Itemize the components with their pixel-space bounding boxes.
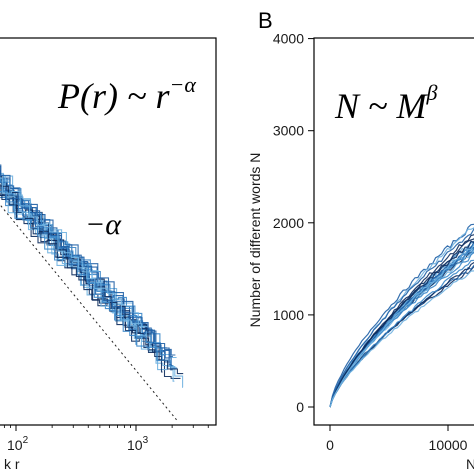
panel-a-formula-lhs: P(r) ~ r (57, 76, 170, 116)
panel-b-y-tick-label: 4000 (273, 31, 304, 47)
panel-a-series-line (0, 193, 181, 379)
panel-a-x-tick-label: 103 (127, 435, 149, 453)
reference-line (0, 203, 178, 421)
panel-a-series-line (0, 178, 167, 349)
panel-b-y-tick-label: 2000 (273, 215, 304, 231)
panel-b: B N ~ Mβ 0 1000 2000 3000 4000 0 10000 Number… (247, 8, 474, 472)
panel-a-x-axis-title: k r (4, 456, 20, 472)
panel-a-formula: P(r) ~ r−α (57, 72, 196, 116)
slope-annotation: −α (85, 208, 122, 241)
panel-b-series-line (329, 249, 474, 408)
panel-b-series-line (329, 240, 474, 408)
panel-b-x-axis-title: N (466, 456, 474, 472)
panel-b-series-group (329, 223, 474, 408)
panel-b-series-line (329, 265, 474, 408)
panel-b-series-line (329, 233, 474, 408)
panel-b-series-line (329, 251, 474, 408)
panel-b-series-line (329, 223, 474, 408)
panel-a-frame (0, 37, 217, 426)
panel-b-series-line (329, 269, 474, 408)
panel-a-series-line (0, 174, 165, 356)
panel-b-formula: N ~ Mβ (334, 80, 437, 126)
panel-a-series-line (0, 165, 150, 330)
panel-b-frame (313, 37, 474, 426)
panel-b-series-line (329, 243, 474, 408)
panel-b-x-axis: 0 10000 (326, 425, 468, 453)
panel-b-y-axis: 0 1000 2000 3000 4000 (273, 31, 314, 415)
panel-b-formula-lhs: N ~ M (334, 86, 428, 126)
panel-a-series-line (0, 177, 147, 337)
panel-b-series-line (329, 259, 474, 408)
panel-b-y-tick-label: 1000 (273, 307, 304, 323)
panel-b-series-line (329, 251, 474, 408)
panel-a-x-axis: 102 103 (3, 425, 209, 453)
panel-a-series-group (0, 164, 184, 388)
panel-b-series-line (329, 237, 474, 408)
panel-b-letter: B (258, 8, 273, 33)
panel-b-x-tick-label: 10000 (429, 437, 468, 453)
panel-b-y-tick-label: 3000 (273, 123, 304, 139)
panel-a: P(r) ~ r−α −α 102 103 k r (0, 37, 217, 472)
panel-b-series-line (329, 228, 474, 408)
panel-b-y-tick-label: 0 (296, 399, 304, 415)
panel-b-y-axis-title: Number of different words N (247, 153, 263, 328)
panel-a-x-tick-label: 102 (7, 435, 29, 453)
panel-a-series-line (0, 191, 162, 362)
panel-b-formula-exp: β (425, 80, 437, 105)
panel-b-x-tick-label: 0 (326, 437, 334, 453)
panel-a-formula-exp: −α (169, 72, 196, 97)
panel-a-series-line (0, 175, 184, 375)
